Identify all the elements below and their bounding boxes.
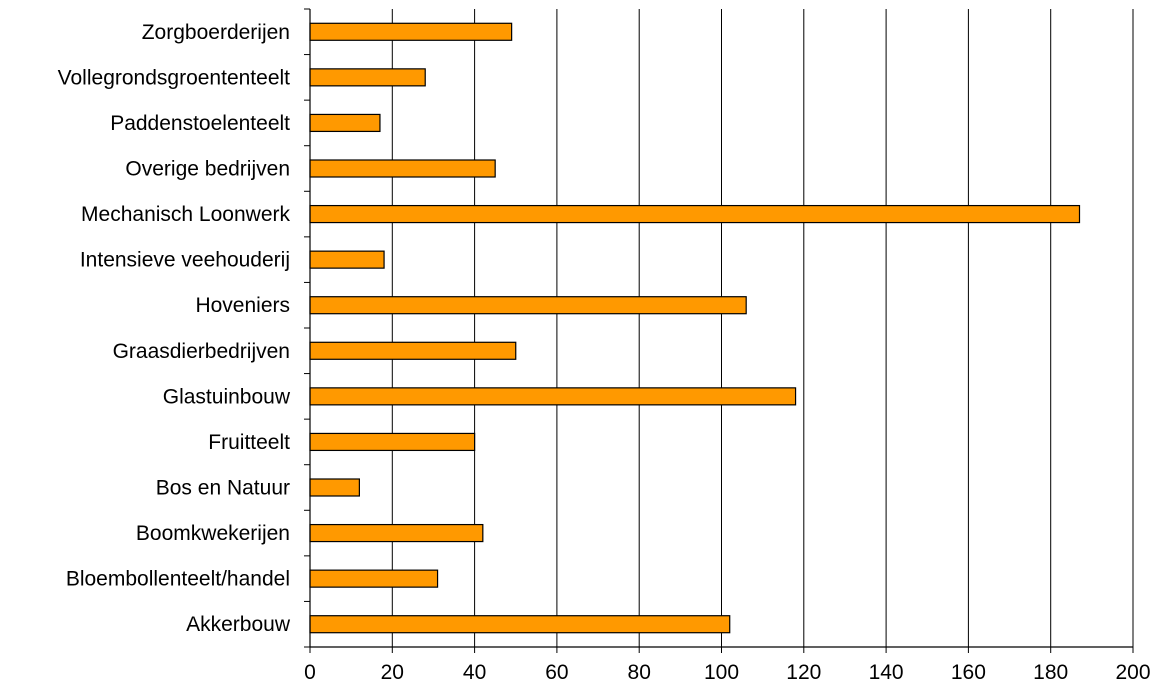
category-labels: Zorgboerderijen Vollegrondsgroententeelt P… [58,8,310,648]
gridlines [391,9,1134,647]
category-label: Hoveniers [195,294,290,317]
category-label: Fruitteelt [208,431,290,454]
x-tick-label: 60 [545,661,568,684]
bar [309,523,484,543]
bar [309,159,496,178]
bar [309,296,747,315]
category-label: Zorgboerderijen [142,21,290,44]
bar [309,478,360,497]
x-tick-label: 120 [786,661,821,684]
category-label: Intensieve veehouderij [80,249,290,272]
category-label: Akkerbouw [186,613,291,636]
bar [309,387,797,406]
category-label: Paddenstoelenteelt [110,112,290,135]
category-label: Graasdierbedrijven [113,340,290,363]
x-tick-label: 160 [951,661,986,684]
bar [309,615,731,634]
category-label: Boomkwekerijen [136,522,290,545]
bar [309,341,517,360]
x-tick-label: 180 [1033,661,1068,684]
category-label: Vollegrondsgroententeelt [58,66,291,89]
bar [309,204,1081,224]
x-tick-label: 20 [381,661,404,684]
x-tick-label: 40 [463,661,486,684]
x-tick-label: 200 [1115,661,1150,684]
bars [309,22,1081,634]
x-tick-label: 80 [628,661,651,684]
category-label: Bloembollenteelt/handel [66,568,290,591]
category-label: Overige bedrijven [125,158,290,181]
x-tick-label: 140 [869,661,904,684]
x-tick-labels: 0 20 40 60 80 100 120 140 160 180 200 [304,647,1151,684]
category-label: Bos en Natuur [156,477,290,500]
category-label: Glastuinbouw [163,385,291,408]
bar [309,68,426,87]
category-label: Mechanisch Loonwerk [81,203,290,226]
bar [309,250,385,269]
bar [309,569,439,588]
bar [309,22,513,41]
x-tick-label: 100 [704,661,739,684]
bar [309,432,476,452]
bar [309,113,381,133]
x-tick-label: 0 [304,661,316,684]
